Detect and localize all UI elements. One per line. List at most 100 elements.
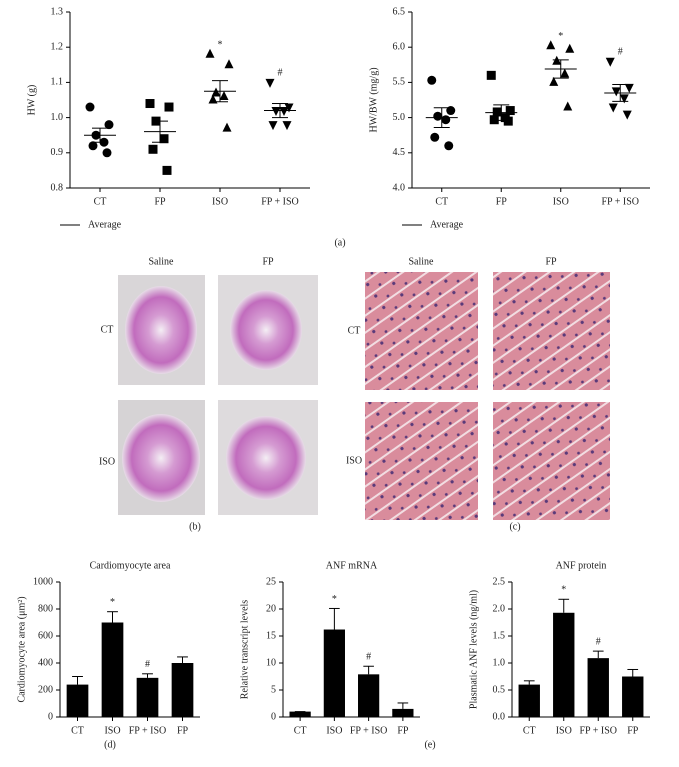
point xyxy=(549,76,559,86)
y-tick-label: 15 xyxy=(266,630,276,641)
bar xyxy=(101,622,124,717)
point xyxy=(162,165,172,175)
point xyxy=(565,43,575,53)
bar xyxy=(66,684,89,717)
y-tick-label: 1.5 xyxy=(493,630,506,641)
panel-label: (b) xyxy=(189,521,201,532)
point xyxy=(446,106,456,116)
heart-section xyxy=(230,290,302,370)
point xyxy=(271,107,281,117)
point xyxy=(88,141,98,151)
point xyxy=(222,122,232,132)
x-tick-label: CT xyxy=(294,725,307,736)
point xyxy=(546,40,556,50)
y-tick-label: 1.1 xyxy=(51,77,64,88)
point xyxy=(159,134,169,144)
point xyxy=(624,83,634,93)
y-axis-label: Relative transcript levels xyxy=(239,600,250,700)
column-label: FP xyxy=(545,256,557,267)
y-tick-label: 20 xyxy=(266,603,276,614)
point xyxy=(265,78,275,88)
point xyxy=(282,121,292,131)
legend-label: Average xyxy=(88,219,122,230)
x-tick-label: FP xyxy=(154,196,166,207)
chart-title: ANF protein xyxy=(556,560,607,571)
y-tick-label: 600 xyxy=(38,630,53,641)
point xyxy=(430,132,440,142)
point xyxy=(427,75,437,85)
bar xyxy=(323,629,345,717)
point xyxy=(433,111,443,121)
y-tick-label: 1.0 xyxy=(493,657,506,668)
x-tick-label: CT xyxy=(71,725,84,736)
annotation: # xyxy=(618,47,623,58)
x-tick-label: FP + ISO xyxy=(261,196,299,207)
image-panels xyxy=(118,272,610,520)
y-tick-label: 10 xyxy=(266,657,276,668)
y-tick-label: 4.0 xyxy=(393,182,406,193)
x-tick-label: CT xyxy=(94,196,107,207)
point xyxy=(145,99,155,109)
histology-image xyxy=(365,272,478,390)
y-tick-label: 0.8 xyxy=(51,182,64,193)
point xyxy=(608,103,618,113)
point xyxy=(605,57,615,67)
point xyxy=(444,141,454,151)
heart-section xyxy=(125,286,197,374)
point xyxy=(486,70,496,80)
y-tick-label: 1.2 xyxy=(51,41,64,52)
point xyxy=(560,68,570,78)
panel-label: (d) xyxy=(104,739,116,750)
y-tick-label: 0.9 xyxy=(51,147,64,158)
annotation: * xyxy=(218,40,223,51)
x-tick-label: ISO xyxy=(212,196,228,207)
point xyxy=(284,103,294,113)
annotation: # xyxy=(366,652,371,663)
chart-title: ANF mRNA xyxy=(326,560,378,571)
point xyxy=(489,115,499,125)
y-tick-label: 25 xyxy=(266,576,276,587)
legend-label: Average xyxy=(430,219,464,230)
column-label: FP xyxy=(262,256,274,267)
y-tick-label: 6.0 xyxy=(393,41,406,52)
point xyxy=(104,120,114,130)
x-tick-label: FP + ISO xyxy=(129,725,167,736)
point xyxy=(279,107,289,117)
histology-image xyxy=(493,272,610,390)
y-tick-label: 400 xyxy=(38,657,53,668)
point xyxy=(268,121,278,131)
y-tick-label: 1.0 xyxy=(51,112,64,123)
bar xyxy=(289,711,311,717)
point xyxy=(619,94,629,104)
y-axis-label: HW (g) xyxy=(26,85,37,116)
x-tick-label: CT xyxy=(435,196,448,207)
y-tick-label: 1.3 xyxy=(51,6,64,17)
y-tick-label: 0.5 xyxy=(493,684,506,695)
annotation: * xyxy=(558,31,563,42)
y-tick-label: 0 xyxy=(271,711,276,722)
chart-title: Cardiomyocyte area xyxy=(90,560,171,571)
column-label: Saline xyxy=(409,256,435,267)
point xyxy=(563,101,573,111)
row-label: ISO xyxy=(346,455,362,466)
y-tick-label: 5 xyxy=(271,684,276,695)
annotation: * xyxy=(561,585,566,596)
bar xyxy=(358,674,380,717)
y-tick-label: 2.0 xyxy=(493,603,506,614)
x-tick-label: FP + ISO xyxy=(601,196,639,207)
column-label: Saline xyxy=(149,256,175,267)
bar xyxy=(553,612,575,717)
point xyxy=(611,87,621,97)
point xyxy=(164,102,174,112)
x-tick-label: CT xyxy=(523,725,536,736)
row-label: CT xyxy=(348,325,361,336)
y-tick-label: 0 xyxy=(48,711,53,722)
point xyxy=(205,48,215,58)
y-tick-label: 2.5 xyxy=(493,576,506,587)
x-tick-label: ISO xyxy=(553,196,569,207)
heart-section xyxy=(226,416,306,500)
annotation: # xyxy=(596,636,601,647)
point xyxy=(85,102,95,112)
point xyxy=(224,59,234,69)
